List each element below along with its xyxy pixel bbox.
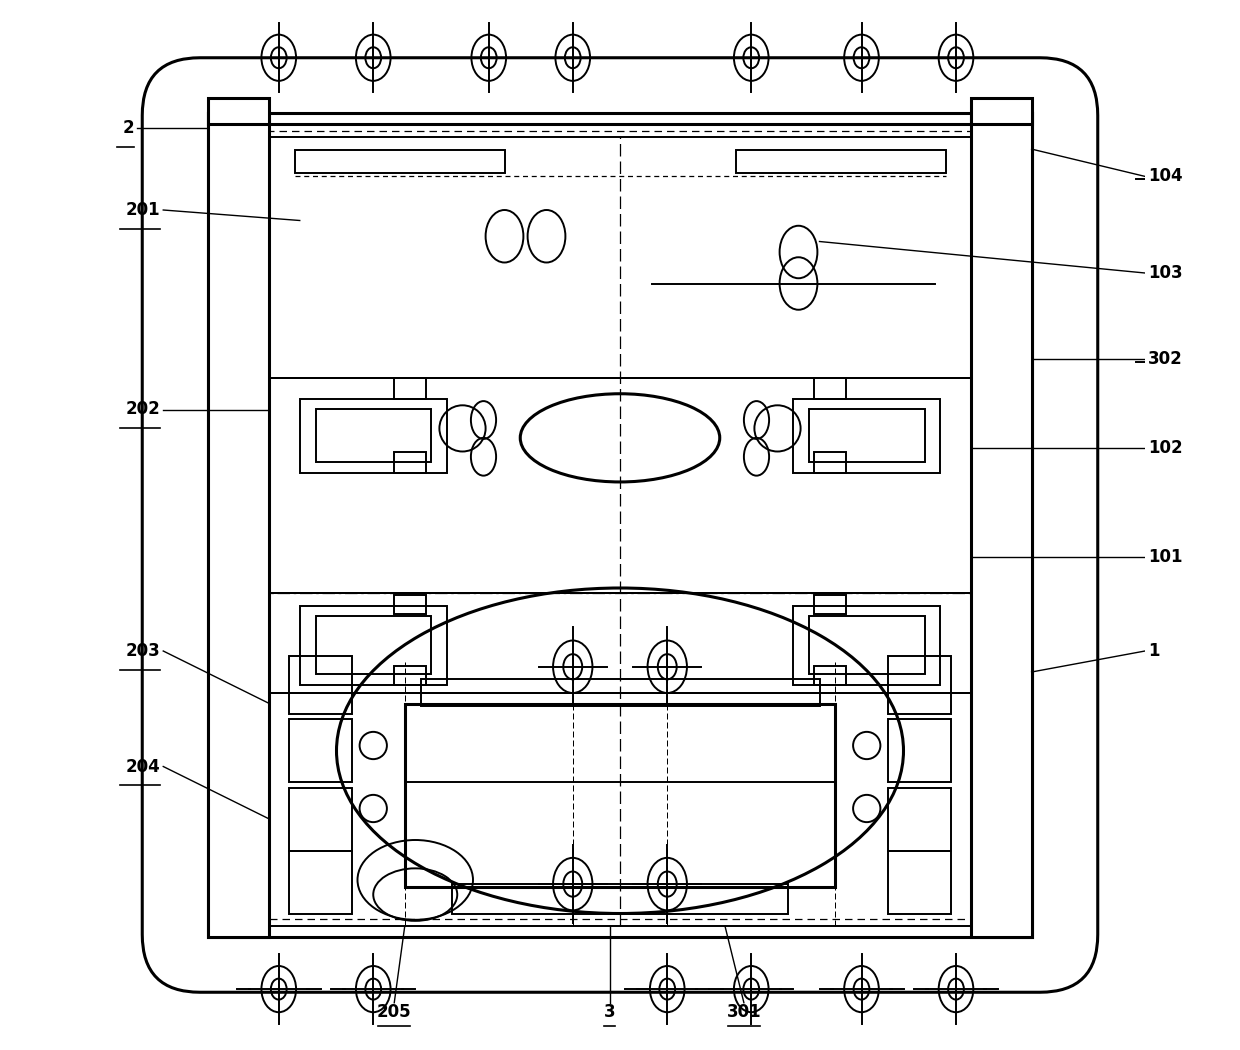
Bar	[394, 666, 425, 685]
Bar	[208, 113, 1032, 937]
Bar	[300, 606, 446, 685]
Text: 1: 1	[1148, 642, 1159, 660]
Text: 204: 204	[125, 757, 160, 776]
Text: 201: 201	[125, 201, 160, 219]
Bar	[971, 113, 1032, 937]
Text: 301: 301	[727, 1003, 761, 1021]
Bar	[394, 378, 425, 399]
Text: 205: 205	[377, 1003, 412, 1021]
Bar	[269, 593, 971, 693]
Bar	[394, 452, 425, 472]
Bar	[404, 704, 836, 887]
Bar	[815, 595, 846, 614]
Bar	[888, 719, 951, 782]
Bar	[289, 719, 352, 782]
Bar	[394, 595, 425, 614]
Bar	[971, 98, 1032, 124]
Text: 202: 202	[125, 400, 160, 419]
Text: 104: 104	[1148, 167, 1183, 186]
Bar	[315, 410, 432, 462]
Bar	[208, 113, 269, 937]
Bar	[808, 616, 925, 674]
Bar	[232, 131, 1008, 919]
Bar	[815, 378, 846, 399]
Bar	[888, 850, 951, 913]
Bar	[289, 788, 352, 850]
Text: 203: 203	[125, 642, 160, 660]
FancyBboxPatch shape	[143, 58, 1097, 992]
Bar	[794, 399, 940, 472]
Text: 2: 2	[123, 119, 134, 138]
Bar	[300, 399, 446, 472]
Bar	[735, 150, 945, 173]
Bar	[269, 113, 971, 378]
Bar	[453, 884, 787, 914]
Bar	[794, 606, 940, 685]
Bar	[315, 616, 432, 674]
Text: 102: 102	[1148, 439, 1183, 458]
Bar	[269, 693, 971, 926]
Bar	[289, 850, 352, 913]
Bar	[888, 656, 951, 714]
Bar	[289, 656, 352, 714]
Bar	[815, 452, 846, 472]
Text: 3: 3	[604, 1003, 615, 1021]
Text: 101: 101	[1148, 547, 1183, 566]
Bar	[808, 410, 925, 462]
Bar	[815, 666, 846, 685]
Bar	[888, 788, 951, 850]
Bar	[269, 378, 971, 593]
Bar	[420, 679, 820, 706]
Text: 103: 103	[1148, 264, 1183, 282]
Text: 302: 302	[1148, 350, 1183, 369]
Bar	[208, 98, 269, 124]
Bar	[295, 150, 505, 173]
